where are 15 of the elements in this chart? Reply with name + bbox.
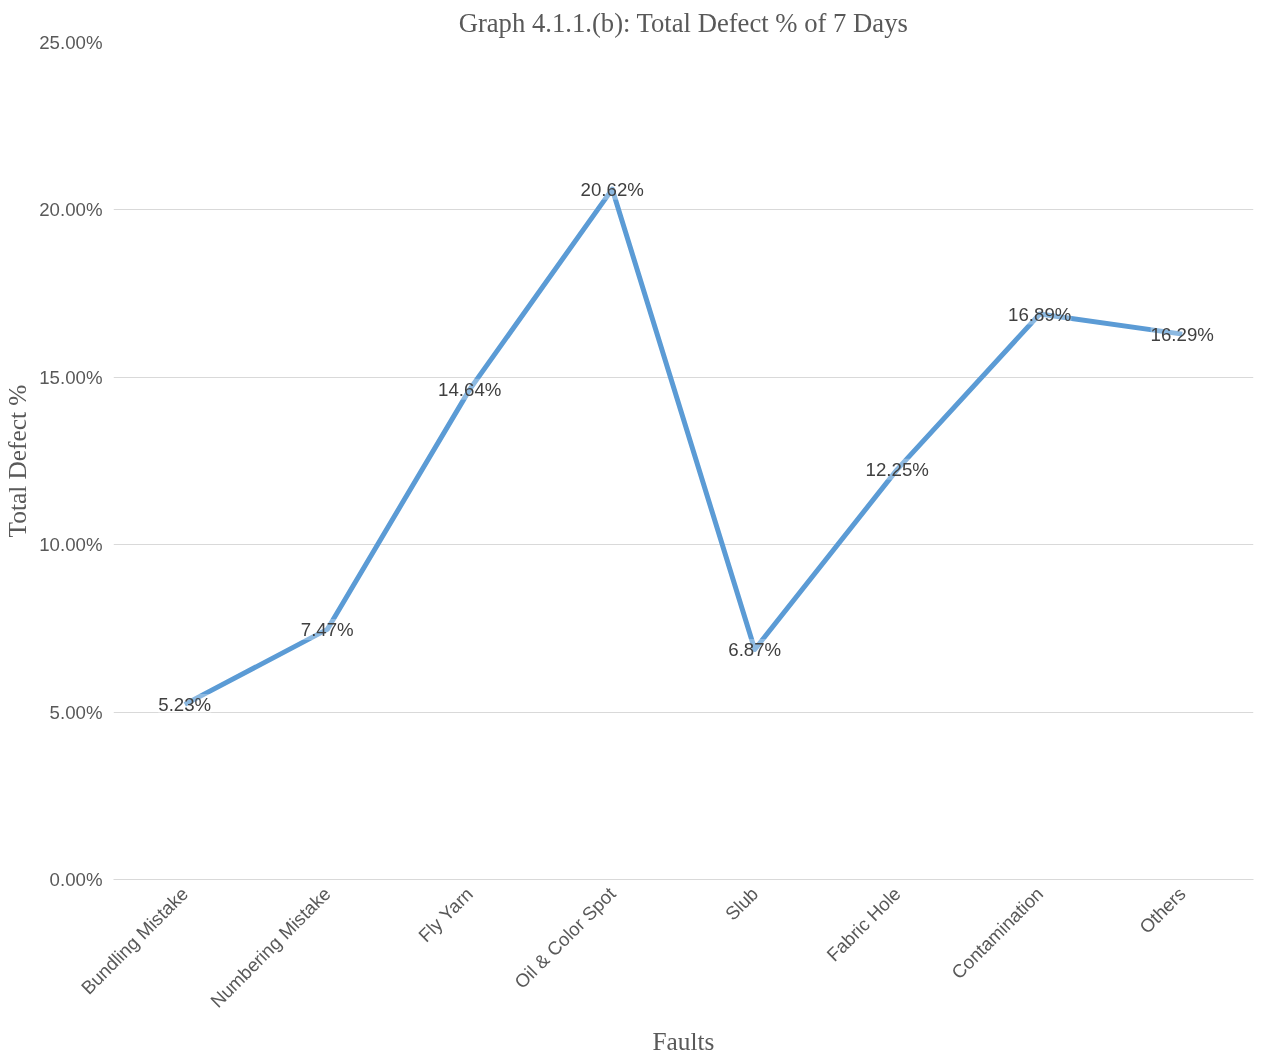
data-label: 16.29% <box>1150 323 1214 345</box>
x-tick-label: Fly Yarn <box>414 883 477 947</box>
y-tick-label: 0.00% <box>49 869 103 890</box>
y-tick-label: 10.00% <box>39 534 103 556</box>
x-tick-label: Slub <box>720 883 763 925</box>
chart-title: Graph 4.1.1.(b): Total Defect % of 7 Days <box>458 7 908 38</box>
y-tick-label: 5.00% <box>49 701 103 723</box>
data-label: 6.87% <box>728 638 782 660</box>
y-axis-title: Total Defect % <box>3 384 32 538</box>
data-label: 20.62% <box>580 178 644 200</box>
data-label: 5.23% <box>158 693 212 715</box>
x-axis-title: Faults <box>652 1026 715 1055</box>
y-tick-label: 25.00% <box>39 32 103 53</box>
y-tick-label: 15.00% <box>39 366 103 388</box>
y-tick-label: 20.00% <box>39 199 103 221</box>
